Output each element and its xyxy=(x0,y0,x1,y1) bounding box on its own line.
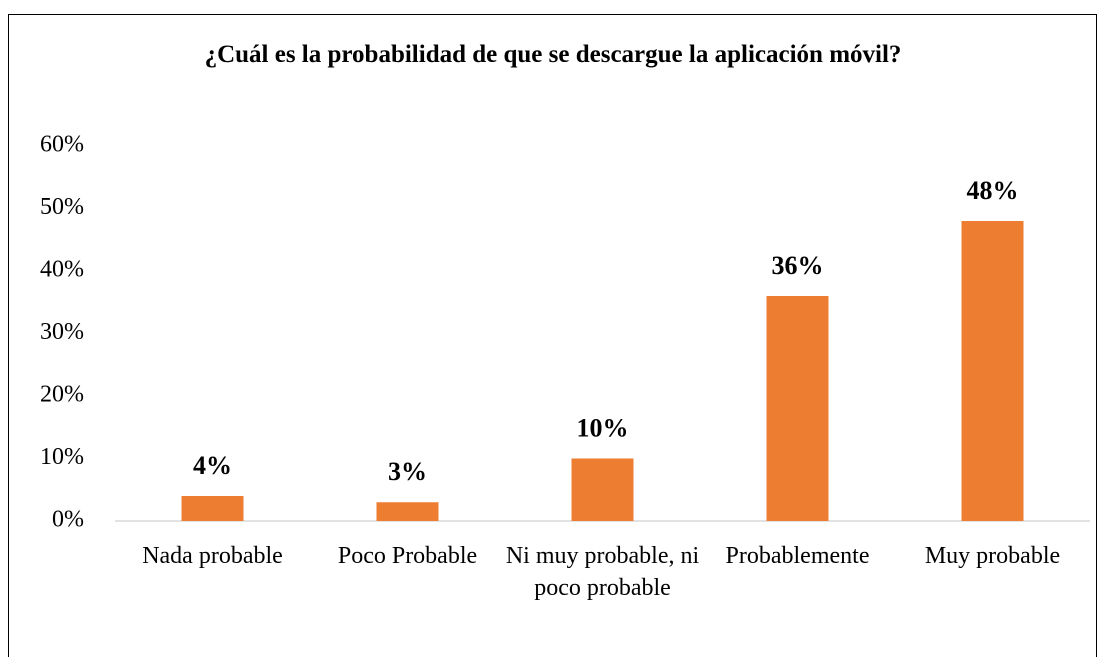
chart-frame xyxy=(8,14,1097,657)
data-label: 4% xyxy=(193,451,232,480)
y-tick-label: 30% xyxy=(40,319,84,345)
y-tick-label: 10% xyxy=(40,444,84,470)
x-tick-label: Ni muy probable, ni poco probable xyxy=(505,543,700,601)
chart-title: ¿Cuál es la probabilidad de que se desca… xyxy=(204,41,902,68)
x-tick-label: Muy probable xyxy=(924,543,1061,569)
y-tick-label: 0% xyxy=(52,507,84,533)
bar xyxy=(961,221,1024,521)
bar xyxy=(376,502,439,521)
y-tick-label: 60% xyxy=(40,132,84,158)
data-label: 48% xyxy=(967,176,1019,205)
x-tick-label: Poco Probable xyxy=(337,543,478,569)
bar xyxy=(181,496,244,521)
x-tick-label: Nada probable xyxy=(142,543,283,569)
y-tick-label: 50% xyxy=(40,194,84,220)
y-tick-label: 40% xyxy=(40,257,84,283)
bar xyxy=(766,296,829,521)
data-label: 10% xyxy=(577,413,629,442)
bar xyxy=(571,458,634,521)
data-label: 36% xyxy=(772,251,824,280)
x-tick-label: Probablemente xyxy=(725,543,870,569)
y-tick-label: 20% xyxy=(40,382,84,408)
data-label: 3% xyxy=(388,457,427,486)
